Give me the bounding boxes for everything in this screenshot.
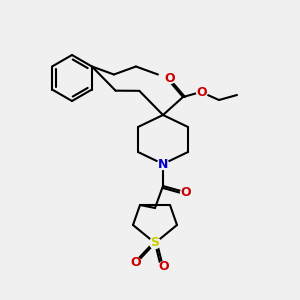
Text: S: S (151, 236, 160, 250)
Circle shape (181, 188, 191, 199)
Circle shape (196, 86, 208, 98)
Text: O: O (181, 187, 191, 200)
Circle shape (164, 73, 175, 83)
Circle shape (158, 158, 169, 169)
Circle shape (149, 238, 161, 248)
Text: O: O (159, 260, 169, 274)
Text: O: O (197, 85, 207, 98)
Circle shape (130, 257, 142, 268)
Text: O: O (165, 71, 175, 85)
Text: O: O (131, 256, 141, 269)
Circle shape (158, 262, 169, 272)
Text: N: N (158, 158, 168, 170)
